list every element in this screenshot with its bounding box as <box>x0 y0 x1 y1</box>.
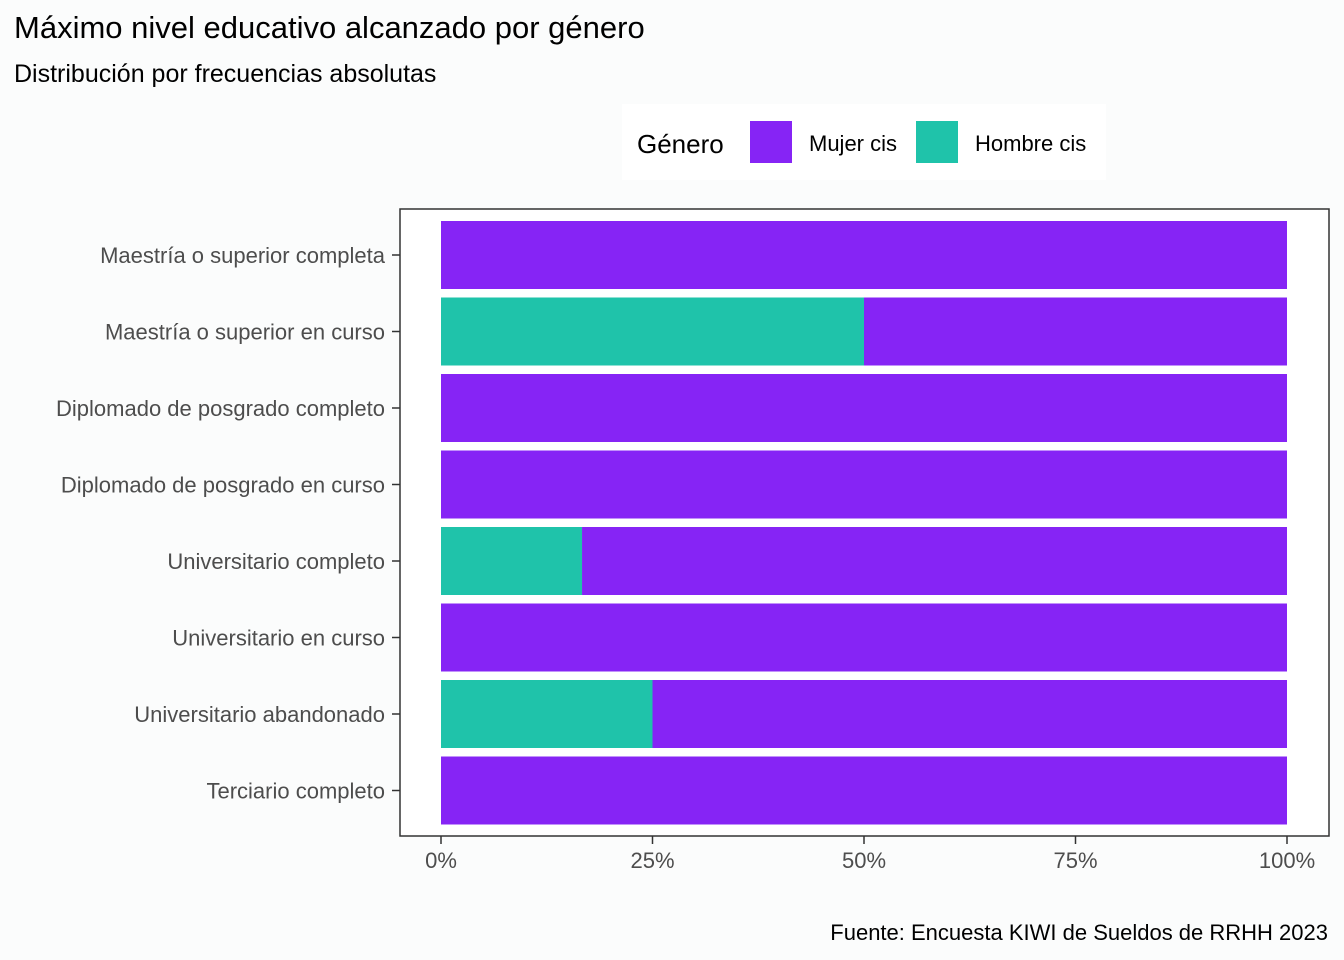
legend-label-mujer-cis: Mujer cis <box>809 131 898 156</box>
chart-subtitle: Distribución por frecuencias absolutas <box>14 60 437 88</box>
bar-hombre-cis <box>441 680 653 748</box>
bar-mujer-cis <box>652 680 1287 748</box>
x-tick-label: 75% <box>1053 848 1097 873</box>
legend: Género Mujer cis Hombre cis <box>622 104 1106 180</box>
bar-mujer-cis <box>441 374 1287 442</box>
x-tick-label: 100% <box>1259 848 1315 873</box>
chart-title: Máximo nivel educativo alcanzado por gén… <box>14 10 645 45</box>
legend-title: Género <box>637 129 724 159</box>
y-tick-label: Universitario completo <box>167 549 385 574</box>
y-tick-label: Universitario en curso <box>172 626 385 651</box>
legend-swatch-hombre-cis <box>916 121 958 163</box>
legend-swatch-mujer-cis <box>750 121 792 163</box>
bar-mujer-cis <box>441 450 1287 519</box>
legend-label-hombre-cis: Hombre cis <box>975 131 1087 156</box>
bar-hombre-cis <box>441 297 864 366</box>
x-tick-label: 25% <box>630 848 674 873</box>
bar-hombre-cis <box>441 527 583 595</box>
y-tick-label: Diplomado de posgrado completo <box>56 396 385 421</box>
x-tick-label: 50% <box>842 848 886 873</box>
bar-mujer-cis <box>864 297 1287 366</box>
bar-mujer-cis <box>441 603 1287 672</box>
bar-mujer-cis <box>441 221 1287 289</box>
plot-border <box>399 208 1330 837</box>
y-tick-label: Terciario completo <box>206 779 385 804</box>
x-tick-label: 0% <box>425 848 457 873</box>
y-tick-label: Diplomado de posgrado en curso <box>61 473 385 498</box>
bar-mujer-cis <box>441 756 1287 825</box>
y-tick-label: Universitario abandonado <box>134 702 385 727</box>
y-tick-label: Maestría o superior en curso <box>105 320 385 345</box>
chart-caption: Fuente: Encuesta KIWI de Sueldos de RRHH… <box>830 920 1328 945</box>
y-tick-label: Maestría o superior completa <box>100 243 386 268</box>
bar-mujer-cis <box>582 527 1287 595</box>
